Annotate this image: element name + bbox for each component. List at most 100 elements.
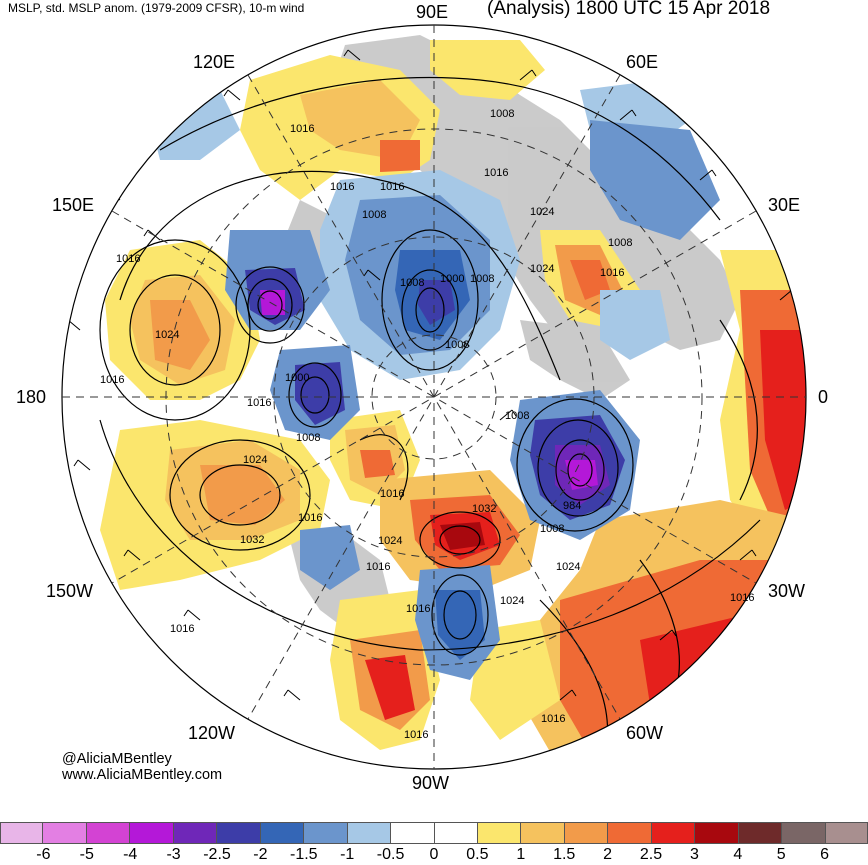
isobar-label: 1024 (530, 206, 554, 218)
isobar-label: 1008 (470, 273, 494, 285)
isobar-label: 1016 (330, 181, 354, 193)
colorbar-swatch (43, 822, 87, 844)
lon-label-60w: 60W (626, 723, 664, 743)
isobar-label: 1008 (445, 339, 469, 351)
lon-label-150e: 150E (52, 195, 95, 215)
isobar-label: 1016 (484, 167, 508, 179)
colorbar-swatch (0, 822, 44, 844)
colorbar-tick-label: 2 (603, 846, 613, 863)
isobar-label: 1016 (541, 713, 565, 725)
isobar-label: 1008 (296, 432, 320, 444)
isobar-label: 1016 (247, 397, 271, 409)
isobar-label: 1024 (500, 595, 524, 607)
lon-label-90e: 90E (416, 2, 449, 22)
colorbar-tick-label: 0 (429, 846, 439, 863)
isobar-label: 1016 (290, 123, 314, 135)
colorbar-swatch (86, 822, 131, 844)
colorbar-tick-label: 4 (733, 846, 743, 863)
isobar-label: 1032 (240, 534, 264, 546)
isobar-label: 1016 (404, 729, 428, 741)
lon-label-90w: 90W (412, 773, 450, 793)
colorbar-tick-label: -1.5 (290, 846, 318, 863)
graticule (61, 24, 807, 770)
colorbar-tick-label: -6 (36, 846, 51, 863)
isobar-label: 1032 (472, 503, 496, 515)
colorbar-border (0, 822, 868, 844)
colorbar-tick-label: 2.5 (639, 846, 663, 863)
colorbar-tick-label: 5 (776, 846, 786, 863)
colorbar-swatch (130, 822, 174, 844)
isobar-label: 1016 (116, 253, 140, 265)
colorbar-tick-label: -0.5 (376, 846, 405, 863)
isobar-label: 1008 (608, 237, 632, 249)
colorbar-swatch (260, 822, 305, 844)
isobar-label: 1000 (285, 372, 309, 384)
colorbar-tick-label: 6 (820, 846, 830, 863)
isobar-label: 1016 (730, 592, 754, 604)
colorbar-swatch (304, 822, 348, 844)
colorbar-tick-label: 3 (689, 846, 699, 863)
isobar-label: 1016 (100, 374, 124, 386)
lon-label-120w: 120W (188, 723, 236, 743)
colorbar-swatch (564, 822, 609, 844)
colorbar-tick-label: -5 (79, 846, 94, 863)
colorbar-tick-label: -2.5 (203, 846, 231, 863)
colorbar-tick-label: -4 (123, 846, 138, 863)
colorbar-swatch (695, 822, 739, 844)
isobar-label: 1000 (440, 273, 464, 285)
isobar-label: 1008 (505, 410, 529, 422)
lon-label-60e: 60E (626, 52, 659, 72)
colorbar-tick-label: -3 (166, 846, 181, 863)
colorbar-tick-label: 1.5 (553, 846, 576, 863)
lon-label-30w: 30W (768, 581, 806, 601)
colorbar-swatch (521, 822, 565, 844)
isobar-label: 1024 (556, 561, 580, 573)
colorbar-tick-label: -1 (340, 846, 355, 863)
isobar-label: 1016 (298, 512, 322, 524)
colorbar-swatch (825, 822, 868, 844)
isobar-label: 1016 (406, 603, 430, 615)
colorbar-tick-labels: -6 -5 -4 -3 -2.5 -2 -1.5 -1 -0.5 0 0.5 1 1.5 2 2.5 3 4 5 6 (0, 846, 868, 865)
isobar-label: 1008 (362, 209, 386, 221)
isobar-label: 1008 (540, 523, 564, 535)
isobar-label: 1024 (243, 454, 267, 466)
isobar-labels: 1016 1016 1008 1016 1008 1024 1016 1016 1008 1024… (100, 108, 754, 741)
isobar-label: 1016 (380, 181, 404, 193)
colorbar-swatch (782, 822, 826, 844)
author-handle: @AliciaMBentley (62, 751, 172, 767)
isobar-label: 1016 (366, 561, 390, 573)
isobar-label: 1024 (530, 263, 554, 275)
colorbar-swatch (347, 822, 392, 844)
author-credit: @AliciaMBentley www.AliciaMBentley.com (62, 751, 222, 783)
lon-label-30e: 30E (768, 195, 801, 215)
isobar-contours (99, 76, 761, 769)
colorbar-swatch (738, 822, 783, 844)
map-title-left: MSLP, std. MSLP anom. (1979-2009 CFSR), … (8, 1, 305, 15)
isobar-label: 1008 (490, 108, 514, 120)
map-title-right: (Analysis) 1800 UTC 15 Apr 2018 (487, 0, 771, 19)
lon-label-120e: 120E (193, 52, 236, 72)
colorbar-swatch (434, 822, 478, 844)
positive-anomaly-shading (100, 40, 806, 769)
isobar-label: 1008 (400, 277, 424, 289)
lon-label-150w: 150W (46, 581, 94, 601)
colorbar-tick-label: 1 (516, 846, 526, 863)
colorbar-swatch (608, 822, 652, 844)
isobar-label: 984 (563, 500, 581, 512)
isobar-label: 1016 (380, 488, 404, 500)
colorbar (0, 822, 868, 844)
colorbar-swatch (217, 822, 261, 844)
colorbar-swatch (477, 822, 522, 844)
lon-label-0: 0 (818, 387, 829, 407)
isobar-label: 1024 (155, 329, 179, 341)
colorbar-swatch (391, 822, 435, 844)
lon-label-180: 180 (16, 387, 47, 407)
isobar-label: 1024 (378, 535, 402, 547)
colorbar-swatch (651, 822, 696, 844)
colorbar-tick-label: -2 (253, 846, 268, 863)
isobar-label: 1016 (600, 267, 624, 279)
colorbar-swatch (173, 822, 218, 844)
author-website: www.AliciaMBentley.com (62, 767, 223, 783)
colorbar-tick-label: 0.5 (466, 846, 489, 863)
